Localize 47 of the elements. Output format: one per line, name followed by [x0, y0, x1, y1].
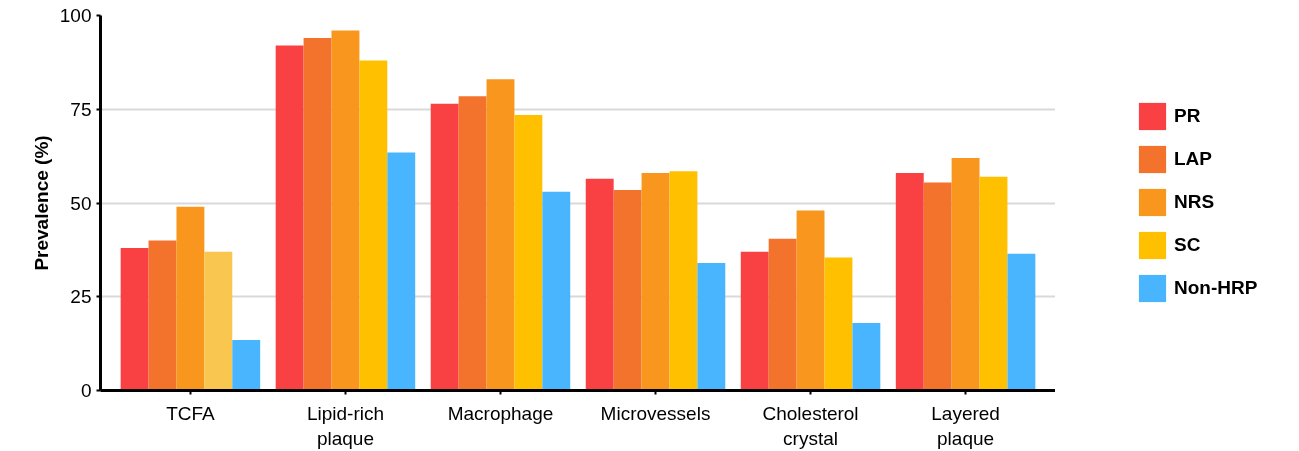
bar	[275, 45, 304, 391]
y-tick-label: 50	[70, 192, 92, 214]
bar	[542, 191, 571, 391]
legend-label: Non-HRP	[1174, 277, 1258, 299]
x-tick-label: Lipid-rich plaque	[306, 402, 384, 449]
bar	[176, 206, 205, 391]
bar	[923, 182, 952, 391]
legend-label: LAP	[1174, 148, 1212, 170]
y-tick-label: 25	[70, 286, 92, 308]
bar	[331, 30, 360, 391]
bar	[359, 60, 388, 391]
bar	[979, 176, 1008, 391]
legend-label: NRS	[1174, 191, 1215, 213]
bar	[232, 339, 261, 391]
x-tick-label: Layered plaque	[931, 402, 1000, 449]
y-tick-label: 75	[70, 98, 92, 120]
legend-label: SC	[1174, 234, 1201, 256]
y-axis-title: Prevalence (%)	[30, 135, 52, 271]
bar	[1007, 253, 1036, 391]
bar	[585, 178, 614, 391]
bar	[852, 323, 881, 391]
bar	[895, 173, 924, 391]
x-tick-label: Microvessels	[600, 402, 711, 424]
bar	[768, 238, 797, 391]
bar	[514, 114, 543, 391]
bar	[458, 96, 487, 391]
bar	[486, 79, 515, 391]
bar	[641, 173, 670, 391]
bar	[120, 248, 149, 391]
bar	[951, 158, 980, 391]
x-tick-label: Macrophage	[447, 402, 554, 424]
legend-label: PR	[1174, 105, 1201, 127]
x-tick-label: TCFA	[166, 402, 216, 424]
bar	[824, 257, 853, 391]
bar	[148, 240, 177, 391]
bar	[387, 152, 416, 391]
bar	[303, 38, 332, 391]
bar	[430, 103, 459, 391]
bar	[796, 210, 825, 391]
y-tick-label: 0	[80, 380, 92, 401]
bar	[613, 189, 642, 391]
bar	[669, 171, 698, 391]
y-tick-label: 100	[59, 5, 92, 26]
bar	[697, 263, 726, 391]
bar	[740, 251, 769, 391]
bar	[204, 251, 233, 391]
x-tick-label: Cholesterol crystal	[762, 402, 859, 449]
